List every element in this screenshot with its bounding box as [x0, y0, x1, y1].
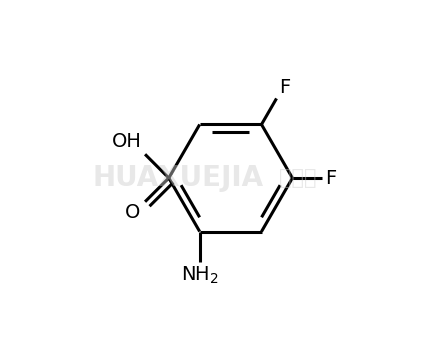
Text: OH: OH — [112, 132, 142, 151]
Text: NH$_2$: NH$_2$ — [181, 265, 219, 286]
Text: 化学加: 化学加 — [279, 168, 316, 188]
Text: F: F — [279, 78, 290, 97]
Text: HUAXUEJIA: HUAXUEJIA — [92, 164, 263, 192]
Text: F: F — [325, 168, 337, 188]
Text: O: O — [125, 204, 140, 222]
